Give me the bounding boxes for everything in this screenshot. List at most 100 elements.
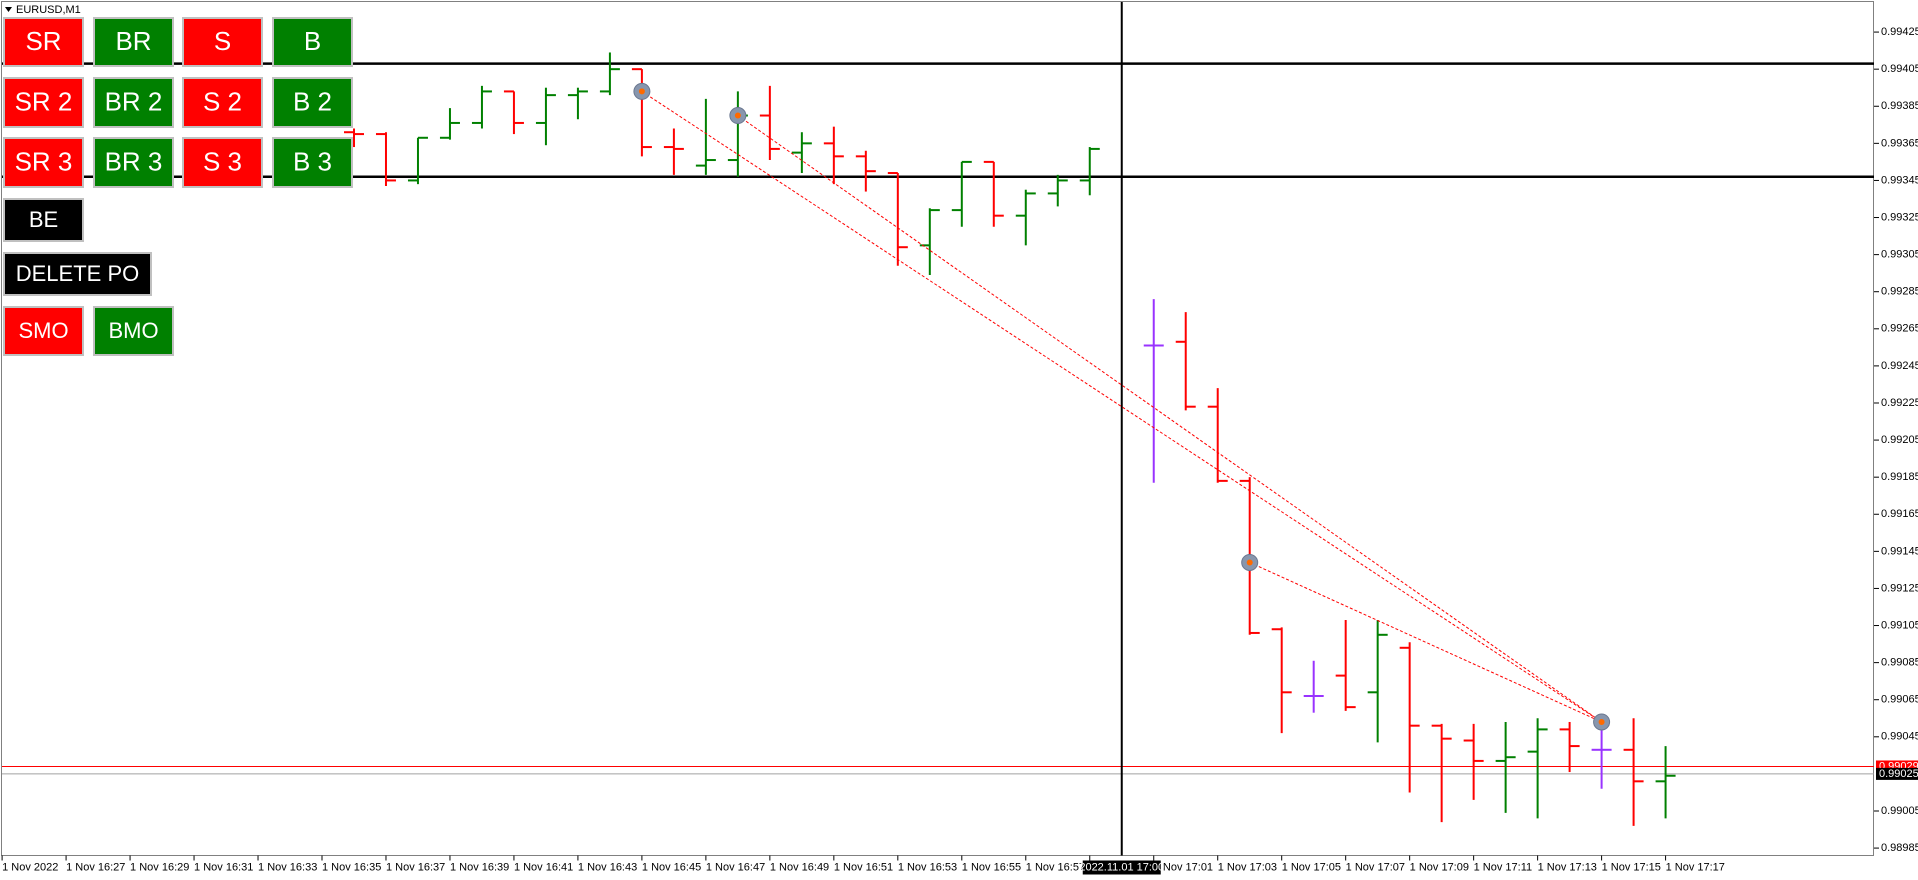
plot-frame [1,1,1874,856]
button-face[interactable] [272,77,353,128]
button[interactable]: B 2 [272,77,353,128]
x-tick-label: 1 Nov 16:27 [66,861,125,873]
x-tick-label: 1 Nov 17:15 [1602,861,1661,873]
button-label[interactable]: BR 3 [105,146,163,176]
plot [2,2,1874,856]
x-tick-label: 1 Nov 16:53 [898,861,957,873]
button-label[interactable]: S 2 [203,86,242,116]
y-tick-label: 0.99405 [1881,63,1918,75]
y-tick-label: 0.99425 [1881,26,1918,38]
y-tick-label: 0.99225 [1881,397,1918,409]
button-label[interactable]: S 3 [203,146,242,176]
button-face[interactable] [272,137,353,188]
trade-link [737,115,1602,723]
x-tick-label: 1 Nov 16:29 [130,861,189,873]
window-title: EURUSD,M1 [16,4,81,16]
x-tick-label: 1 Nov 16:55 [962,861,1021,873]
button[interactable]: DELETE PO [3,252,152,296]
button-label[interactable]: B 2 [293,86,332,116]
button[interactable]: S 2 [182,77,263,128]
y-tick-label: 0.99045 [1881,731,1918,743]
x-tick-label: 1 Nov 17:09 [1410,861,1469,873]
button-face[interactable] [272,17,353,67]
button-label[interactable]: DELETE PO [16,261,139,286]
button[interactable]: BE [3,198,84,242]
button[interactable]: BMO [93,306,174,356]
price-label: 0.99025 [1879,768,1918,780]
button[interactable]: S [182,17,263,67]
button-panel: SR BR S B SR 2 BR 2 S 2 B 2 SR 3 BR 3 S 3 B 3 BE DELE… [3,17,353,356]
button-face[interactable] [182,17,263,67]
y-tick-label: 0.99085 [1881,657,1918,669]
button-face[interactable] [93,17,174,67]
x-tick-label: 1 Nov 16:41 [514,861,573,873]
button[interactable]: S 3 [182,137,263,188]
button-face[interactable] [3,77,84,128]
button[interactable]: BR [93,17,174,67]
x-tick-label: 1 Nov 16:45 [642,861,701,873]
y-tick-label: 0.99185 [1881,471,1918,483]
trade-marker-dot [734,112,741,119]
x-tick-label: 1 Nov 17:03 [1218,861,1277,873]
x-tick-label: 1 Nov 2022 [2,861,58,873]
button-label[interactable]: B [304,26,321,56]
button[interactable]: SMO [3,306,84,356]
trade-marker-dot [638,88,645,95]
button[interactable]: BR 3 [93,137,174,188]
x-tick-label: 1 Nov 16:51 [834,861,893,873]
button-face[interactable] [93,77,174,128]
x-tick-label: 1 Nov 16:47 [706,861,765,873]
x-tick-label: 1 Nov 16:57 [1026,861,1085,873]
y-tick-label: 0.99165 [1881,508,1918,520]
button-label[interactable]: SMO [18,318,68,343]
x-tick-label: 1 Nov 16:37 [386,861,445,873]
button-face[interactable] [93,137,174,188]
button-label[interactable]: SR 3 [15,146,73,176]
button[interactable]: B [272,17,353,67]
button-label[interactable]: S [214,26,231,56]
button-label[interactable]: BR [115,26,151,56]
button-face[interactable] [3,137,84,188]
button-face[interactable] [182,137,263,188]
trade-marker-dot [1246,559,1253,566]
button-label[interactable]: SR 2 [15,86,73,116]
button-label[interactable]: SR [25,26,61,56]
window-menu-arrow[interactable] [5,7,12,12]
y-tick-label: 0.99385 [1881,100,1918,112]
button-face[interactable] [3,198,84,242]
x-tick-label: 1 Nov 16:49 [770,861,829,873]
button[interactable]: BR 2 [93,77,174,128]
button[interactable]: SR 3 [3,137,84,188]
x-tick-label: 1 Nov 16:39 [450,861,509,873]
trade-marker-dot [1598,718,1605,725]
price-label-box [1876,767,1918,780]
button-face[interactable] [93,306,174,356]
button-face[interactable] [3,17,84,67]
x-tick-label: 1 Nov 17:05 [1282,861,1341,873]
y-tick-label: 0.99125 [1881,582,1918,594]
button-label[interactable]: BR 2 [105,86,163,116]
button[interactable]: SR [3,17,84,67]
y-tick-label: 0.99145 [1881,545,1918,557]
button-label[interactable]: B 3 [293,146,332,176]
x-tick-label: 1 Nov 17:01 [1154,861,1213,873]
button-label[interactable]: BMO [108,318,158,343]
button[interactable]: SR 2 [3,77,84,128]
button[interactable]: B 3 [272,137,353,188]
button-face[interactable] [3,252,152,296]
crosshair-label: 2022.11.01 17:00 [1079,861,1164,873]
y-tick-label: 0.99325 [1881,211,1918,223]
button-face[interactable] [182,77,263,128]
button-label[interactable]: BE [29,207,58,232]
x-tick-label: 1 Nov 17:11 [1474,861,1533,873]
y-tick-label: 0.99205 [1881,434,1918,446]
crosshair-label-box [1082,860,1161,875]
x-tick-label: 1 Nov 17:07 [1346,861,1405,873]
button-face[interactable] [3,306,84,356]
x-tick-label: 1 Nov 16:33 [258,861,317,873]
y-tick-label: 0.99105 [1881,619,1918,631]
trade-link [641,91,1602,723]
y-tick-label: 0.99285 [1881,286,1918,298]
